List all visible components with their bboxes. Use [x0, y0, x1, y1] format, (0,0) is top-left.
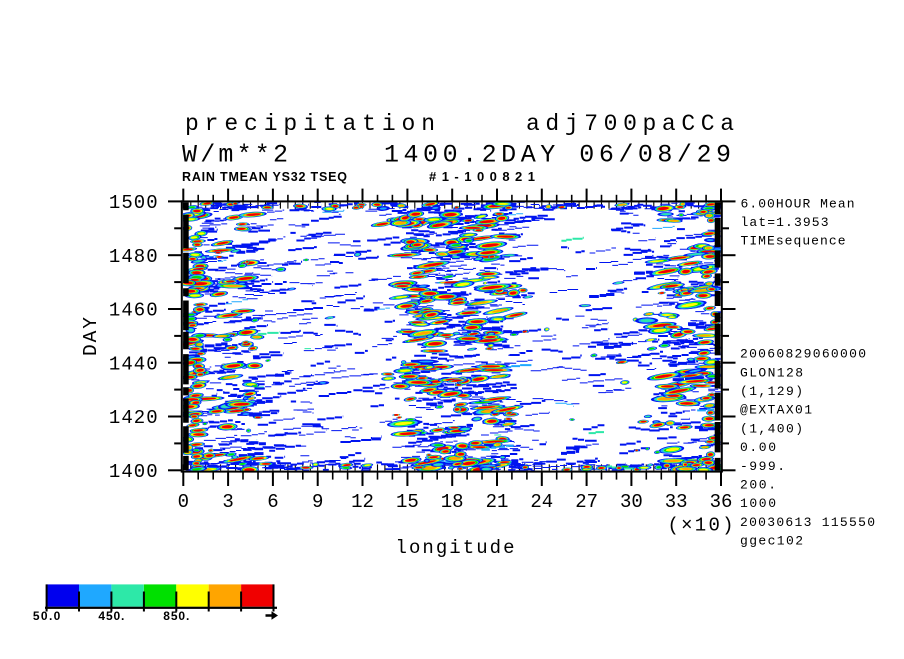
svg-text:36: 36 [710, 491, 733, 513]
svg-text:27: 27 [575, 491, 598, 513]
svg-text:(×10): (×10) [668, 515, 734, 537]
svg-text:precipitation: precipitation [185, 111, 435, 137]
svg-text:3: 3 [222, 491, 233, 513]
svg-text:longitude: longitude [396, 537, 515, 559]
svg-text:50.0: 50.0 [33, 609, 61, 623]
svg-text:1480: 1480 [109, 246, 158, 268]
svg-text:6.00HOUR Mean: 6.00HOUR Mean [741, 197, 855, 212]
svg-text:-999.: -999. [740, 459, 785, 474]
svg-text:15: 15 [396, 491, 419, 513]
svg-text:DAY: DAY [80, 317, 102, 356]
svg-text:6: 6 [267, 491, 278, 513]
svg-text:@EXTAX01: @EXTAX01 [740, 403, 812, 418]
svg-text:30: 30 [620, 491, 643, 513]
svg-text:9: 9 [312, 491, 323, 513]
svg-text:450.: 450. [98, 609, 124, 623]
svg-text:(1,129): (1,129) [740, 384, 803, 399]
svg-text:0.00: 0.00 [740, 440, 776, 455]
svg-text:GLON128: GLON128 [740, 365, 803, 380]
svg-text:200.: 200. [740, 478, 776, 493]
svg-text:18: 18 [441, 491, 464, 513]
svg-text:20030613 115550: 20030613 115550 [740, 515, 875, 530]
svg-text:20060829060000: 20060829060000 [740, 347, 866, 362]
svg-text:1460: 1460 [109, 300, 158, 322]
svg-text:RAIN TMEAN YS32 TSEQ: RAIN TMEAN YS32 TSEQ [182, 170, 347, 184]
svg-text:33: 33 [665, 491, 688, 513]
svg-text:12: 12 [351, 491, 374, 513]
svg-text:24: 24 [530, 491, 553, 513]
svg-text:ggec102: ggec102 [740, 534, 803, 549]
svg-text:1400: 1400 [109, 461, 158, 483]
svg-text:#1-100821: #1-100821 [429, 169, 535, 184]
svg-text:TIMEsequence: TIMEsequence [741, 234, 846, 249]
svg-text:1420: 1420 [109, 407, 158, 429]
svg-text:21: 21 [486, 491, 509, 513]
svg-text:1500: 1500 [109, 192, 158, 214]
svg-text:0: 0 [178, 491, 189, 513]
svg-text:850.: 850. [163, 609, 189, 623]
svg-text:adj700paCCa: adj700paCCa [526, 111, 734, 137]
svg-text:1000: 1000 [740, 496, 776, 511]
svg-text:(1,400): (1,400) [740, 421, 803, 436]
svg-text:lat=1.3953: lat=1.3953 [741, 215, 829, 230]
svg-text:1440: 1440 [109, 353, 158, 375]
